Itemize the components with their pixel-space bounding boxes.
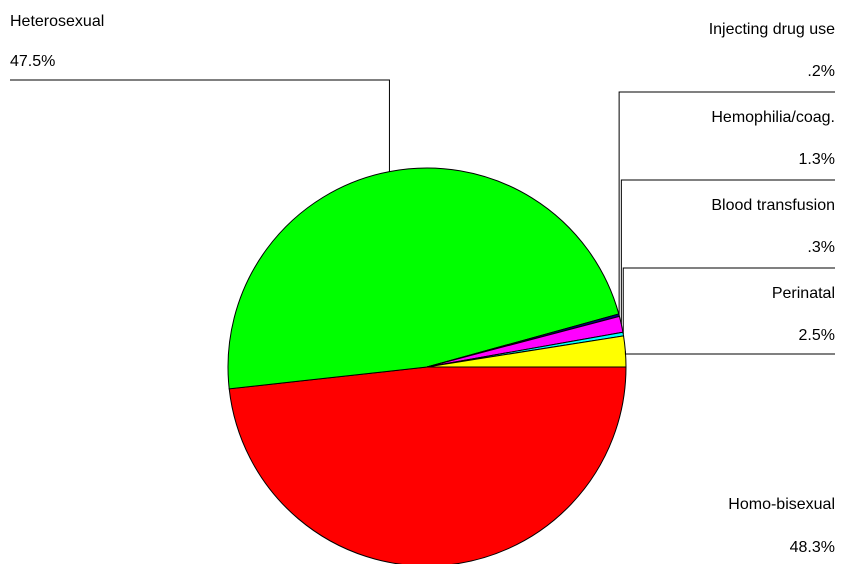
slice-label: Homo-bisexual (728, 496, 835, 513)
slice-label: Blood transfusion (711, 197, 835, 214)
slice-label: Injecting drug use (709, 21, 835, 38)
pie-slice (426, 335, 627, 368)
slice-label: Heterosexual (10, 13, 104, 30)
leader-line (620, 179, 835, 325)
pie-slice (227, 167, 620, 390)
leader-line (10, 79, 390, 172)
slice-value-label: 48.3% (790, 539, 835, 556)
slice-value-label: 2.5% (799, 327, 835, 344)
slice-value-label: .3% (807, 239, 835, 256)
slice-value-label: 47.5% (10, 53, 55, 70)
slice-label: Hemophilia/coag. (711, 109, 835, 126)
slice-value-label: 1.3% (799, 151, 835, 168)
pie-slice (228, 366, 627, 564)
leader-line (618, 91, 835, 316)
leader-line (622, 267, 835, 335)
slice-value-label: .2% (807, 63, 835, 80)
slice-label: Perinatal (772, 285, 835, 302)
leader-line (624, 351, 835, 355)
